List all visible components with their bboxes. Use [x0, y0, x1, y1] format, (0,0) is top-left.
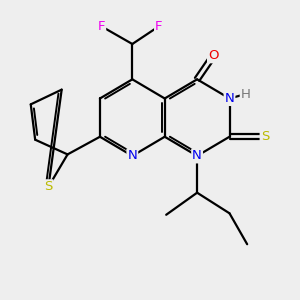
Text: S: S — [261, 130, 269, 143]
Text: N: N — [225, 92, 234, 105]
Text: N: N — [128, 149, 137, 162]
Text: F: F — [155, 20, 163, 33]
Text: F: F — [98, 20, 105, 33]
Text: N: N — [192, 149, 202, 162]
Text: S: S — [44, 180, 52, 193]
Text: H: H — [241, 88, 250, 100]
Text: O: O — [208, 49, 219, 62]
